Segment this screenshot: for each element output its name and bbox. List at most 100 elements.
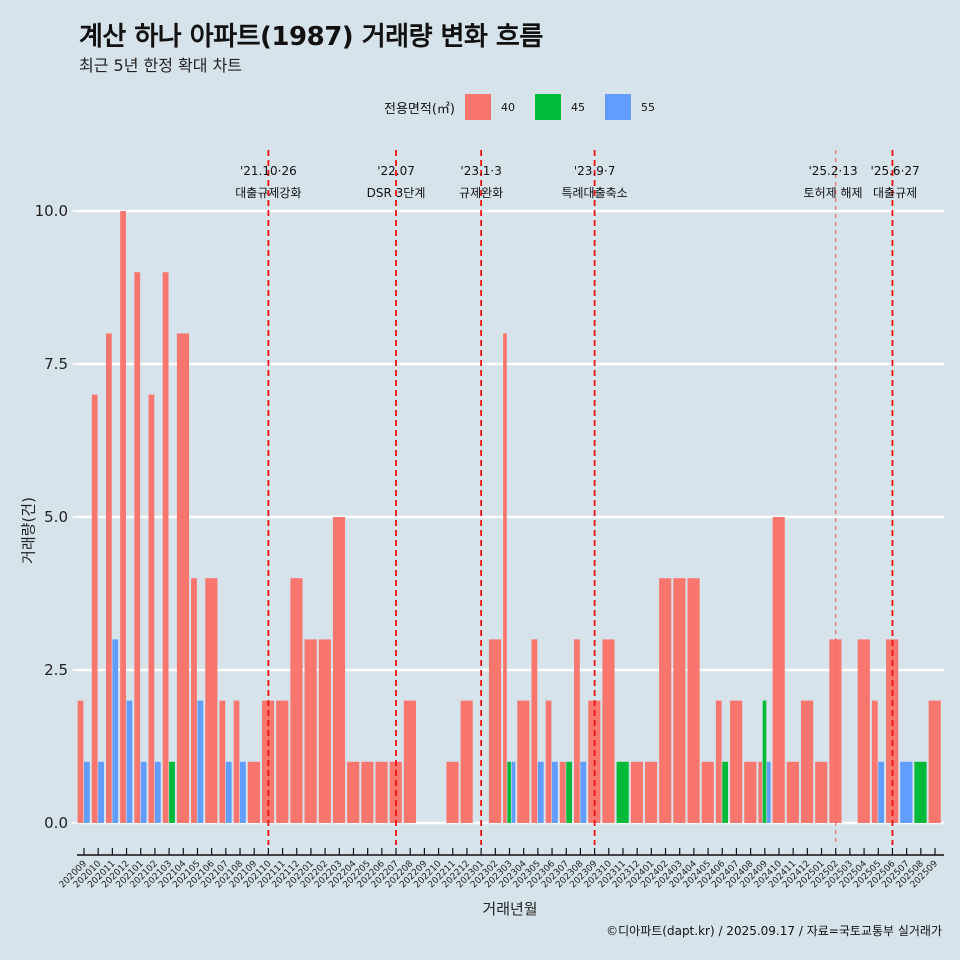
bar-202306-40 <box>545 700 552 823</box>
bar-202111-40 <box>276 700 289 823</box>
bar-202010-55 <box>98 761 104 823</box>
bar-202406-40 <box>715 700 722 823</box>
x-axis-title: 거래년월 <box>482 900 538 918</box>
y-axis-title: 거래량(건) <box>19 497 38 564</box>
bar-202507-55 <box>900 761 913 823</box>
bar-202012-55 <box>126 700 133 823</box>
bar-202203-40 <box>332 517 346 823</box>
bar-202502-40 <box>829 639 842 823</box>
legend: 전용면적(㎡) 40 45 55 <box>384 92 675 122</box>
bar-202108-55 <box>240 761 246 823</box>
annotation-date: '22.07 <box>377 164 415 178</box>
bar-202409-45 <box>762 700 767 823</box>
bars <box>77 211 941 823</box>
y-tick-label: 7.5 <box>44 355 68 373</box>
bar-202409-55 <box>766 761 771 823</box>
legend-swatch-40 <box>464 94 491 120</box>
bar-202102-55 <box>154 761 161 823</box>
bar-202103-40 <box>162 272 169 823</box>
bar-202105-40 <box>191 578 197 823</box>
bar-202009-55 <box>84 761 90 823</box>
legend-label-55: 55 <box>640 100 655 114</box>
bar-202204-40 <box>347 761 360 823</box>
annotation-202506: '25.6·27 대출규제 <box>871 164 920 200</box>
bar-202109-40 <box>247 761 260 823</box>
chart-title: 계산 하나 아파트(1987) 거래량 변화 흐름 <box>79 22 543 52</box>
annotation-label: 특례대출축소 <box>561 186 627 200</box>
bar-202104-40 <box>176 333 190 823</box>
bar-202404-40 <box>687 578 700 823</box>
bar-202303-45 <box>507 761 512 823</box>
bar-202105-55 <box>197 700 204 823</box>
bar-202410-40 <box>772 517 785 823</box>
legend-swatch-45 <box>534 94 561 120</box>
legend-label-40: 40 <box>500 100 515 114</box>
bar-202403-40 <box>673 578 686 823</box>
bar-202302-40 <box>488 639 502 823</box>
bar-202208-40 <box>403 700 416 823</box>
bar-202206-40 <box>375 761 388 823</box>
bar-202412-40 <box>800 700 814 823</box>
bar-202303-40 <box>503 333 507 823</box>
bar-202501-40 <box>815 761 828 823</box>
chart-subtitle: 최근 5년 한정 확대 차트 <box>79 56 243 75</box>
bar-202010-40 <box>91 394 98 823</box>
annotation-date: '25.6·27 <box>871 164 920 178</box>
x-axis: 2020092020102020112020122021012021022021… <box>58 848 944 890</box>
grid-lines <box>77 209 944 825</box>
bar-202402-40 <box>659 578 672 823</box>
y-tick-label: 0.0 <box>44 814 68 832</box>
bar-202311-45 <box>616 761 629 823</box>
bar-202201-40 <box>304 639 317 823</box>
bar-202508-45 <box>914 761 927 823</box>
bar-202505-40 <box>871 700 878 823</box>
annotation-202301: '23.1·3 규제완화 <box>459 164 503 200</box>
bar-202307-45 <box>566 761 573 823</box>
source-caption: ©디아파트(dapt.kr) / 2025.09.17 / 자료=국토교통부 실… <box>606 924 942 938</box>
y-tick-label: 2.5 <box>44 661 68 679</box>
y-axis-ticks: 0.0 2.5 5.0 7.5 10.0 <box>35 202 77 832</box>
bar-202205-40 <box>361 761 374 823</box>
annotation-label: 대출규제 <box>873 186 917 200</box>
annotation-date: '21.10·26 <box>240 164 297 178</box>
annotation-date: '23.1·3 <box>460 164 501 178</box>
bar-202408-40 <box>744 761 757 823</box>
bar-202505-55 <box>878 761 885 823</box>
bar-202304-40 <box>517 700 530 823</box>
bar-202308-40 <box>574 639 580 823</box>
bar-202411-40 <box>786 761 799 823</box>
legend-label-45: 45 <box>570 100 585 114</box>
bar-202406-45 <box>722 761 729 823</box>
bar-202305-40 <box>531 639 538 823</box>
bar-202504-40 <box>857 639 870 823</box>
bar-202112-40 <box>290 578 303 823</box>
bar-202101-55 <box>140 761 147 823</box>
legend-title: 전용면적(㎡) <box>384 101 455 117</box>
annotation-date: '23.9·7 <box>574 164 615 178</box>
annotation-label: DSR 3단계 <box>367 186 426 200</box>
bar-202409-40 <box>758 761 763 823</box>
bar-202202-40 <box>318 639 331 823</box>
bar-202211-40 <box>446 761 459 823</box>
annotation-202502: '25.2·13 토허제 해제 <box>804 164 863 200</box>
bar-202401-40 <box>644 761 658 823</box>
bar-202307-40 <box>559 761 566 823</box>
bar-202407-40 <box>730 700 743 823</box>
bar-202103-45 <box>169 761 175 823</box>
annotation-202207: '22.07 DSR 3단계 <box>367 164 426 200</box>
bar-202011-40 <box>105 333 112 823</box>
annotation-202110: '21.10·26 대출규제강화 <box>235 164 301 200</box>
annotation-202309: '23.9·7 특례대출축소 <box>561 164 627 200</box>
bar-202102-40 <box>148 394 155 823</box>
bar-202107-55 <box>225 761 232 823</box>
annotation-label: 규제완화 <box>459 186 503 200</box>
bar-202312-40 <box>630 761 643 823</box>
bar-202108-40 <box>233 700 240 823</box>
bar-202509-40 <box>928 700 941 823</box>
bar-202306-55 <box>552 761 558 823</box>
bar-202009-40 <box>77 700 84 823</box>
bar-202310-40 <box>602 639 615 823</box>
y-tick-label: 5.0 <box>44 508 68 526</box>
